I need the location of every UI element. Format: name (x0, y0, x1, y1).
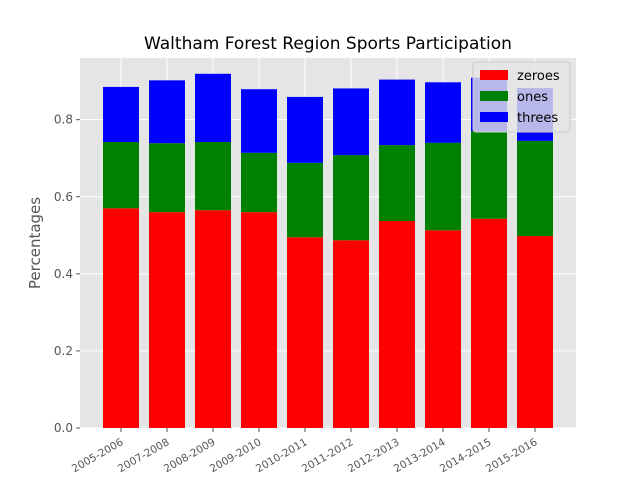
bar-zeroes (103, 208, 139, 428)
x-tick-label: 2012-2013 (346, 436, 402, 475)
bar-ones (517, 140, 553, 237)
bar-zeroes (333, 240, 369, 428)
legend-label-ones: ones (517, 90, 548, 105)
legend-swatch-zeroes (480, 70, 508, 80)
bar-ones (471, 131, 507, 219)
bar-ones (195, 142, 231, 211)
bar-threes (195, 73, 231, 143)
bar-zeroes (425, 230, 461, 428)
bar-threes (333, 88, 369, 156)
bar-ones (425, 142, 461, 231)
bar-ones (287, 162, 323, 238)
x-tick-label: 2015-2016 (484, 436, 540, 475)
bar-zeroes (379, 221, 415, 428)
y-tick-label: 0.4 (54, 267, 73, 281)
y-tick-label: 0.0 (54, 421, 73, 435)
bar-threes (379, 79, 415, 146)
x-tick-label: 2010-2011 (254, 436, 310, 475)
legend: zeroes ones threes (472, 61, 571, 133)
bar-zeroes (517, 236, 553, 428)
bar-zeroes (149, 212, 185, 428)
legend-swatch-ones (480, 91, 508, 101)
x-tick-label: 2011-2012 (300, 436, 356, 475)
bar-threes (287, 96, 323, 163)
x-tick-label: 2009-2010 (208, 436, 264, 475)
bar-zeroes (471, 218, 507, 428)
bar-threes (103, 86, 139, 143)
x-tick-label: 2008-2009 (162, 436, 218, 475)
x-tick-label: 2013-2014 (392, 436, 448, 475)
bar-ones (379, 145, 415, 222)
legend-label-threes: threes (517, 111, 558, 126)
x-tick-label: 2007-2008 (116, 436, 172, 475)
bar-ones (333, 155, 369, 241)
bar-ones (149, 143, 185, 213)
legend-swatch-threes (480, 112, 508, 122)
bar-zeroes (195, 210, 231, 428)
y-tick-label: 0.2 (54, 344, 73, 358)
y-tick-label: 0.8 (54, 113, 73, 127)
bar-threes (149, 80, 185, 144)
x-tick-label: 2005-2006 (70, 436, 126, 475)
bar-ones (241, 152, 277, 213)
bar-zeroes (287, 237, 323, 428)
bars-group (103, 73, 553, 428)
x-axis-ticks: 2005-20062007-20082008-20092009-20102010… (70, 428, 540, 475)
bar-threes (425, 82, 461, 143)
chart-title: Waltham Forest Region Sports Participati… (144, 34, 512, 54)
y-axis-ticks: 0.0 0.2 0.4 0.6 0.8 (54, 113, 80, 435)
bar-ones (103, 142, 139, 209)
x-tick-label: 2014-2015 (438, 436, 494, 475)
bar-threes (241, 89, 277, 153)
y-tick-label: 0.6 (54, 190, 73, 204)
bar-zeroes (241, 212, 277, 428)
legend-label-zeroes: zeroes (517, 69, 560, 84)
y-axis-label: Percentages (26, 197, 44, 289)
